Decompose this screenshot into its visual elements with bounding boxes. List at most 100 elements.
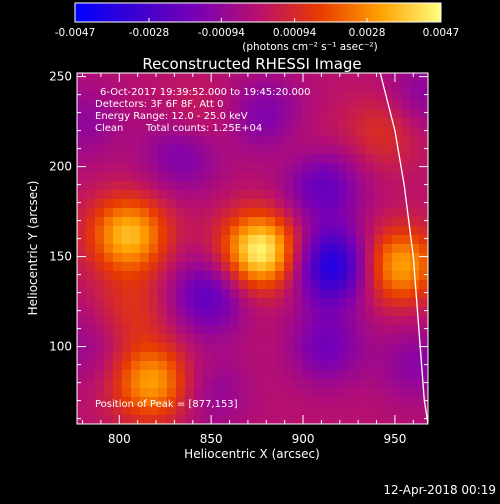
heatmap-cell [275, 190, 285, 200]
heatmap-cell [149, 172, 159, 182]
heatmap-cell [239, 109, 249, 119]
heatmap-cell [356, 370, 366, 380]
heatmap-cell [383, 415, 393, 424]
heatmap-cell [77, 100, 87, 110]
heatmap-cell [113, 388, 123, 398]
heatmap-cell [329, 127, 339, 137]
heatmap-cell [248, 136, 258, 146]
heatmap-cell [293, 163, 303, 173]
heatmap-cell [347, 136, 357, 146]
heatmap-cell [185, 145, 195, 155]
heatmap-cell [311, 361, 321, 371]
heatmap-cell [194, 154, 204, 164]
heatmap-cell [392, 100, 402, 110]
heatmap-cell [365, 244, 375, 254]
heatmap-cell [410, 406, 420, 416]
heatmap-cell [230, 127, 240, 137]
heatmap-cell [239, 127, 249, 137]
heatmap-cell [374, 235, 384, 245]
heatmap-cell [293, 172, 303, 182]
heatmap-cell [392, 271, 402, 281]
heatmap-cell [401, 289, 411, 299]
heatmap-cell [356, 352, 366, 362]
heatmap-cell [221, 199, 231, 209]
heatmap-cell [104, 145, 114, 155]
heatmap-cell [248, 361, 258, 371]
heatmap-cell [248, 325, 258, 335]
heatmap-cell [320, 379, 330, 389]
heatmap-cell [158, 253, 168, 263]
heatmap-cell [176, 181, 186, 191]
heatmap-cell [257, 253, 267, 263]
heatmap-cell [311, 217, 321, 227]
heatmap-cell [311, 271, 321, 281]
heatmap-cell [365, 172, 375, 182]
heatmap-cell [410, 370, 420, 380]
heatmap-cell [320, 73, 330, 83]
heatmap-cell [320, 199, 330, 209]
heatmap-cell [266, 109, 276, 119]
heatmap-cell [338, 370, 348, 380]
heatmap-cell [167, 127, 177, 137]
heatmap-cell [239, 289, 249, 299]
heatmap-cell [284, 334, 294, 344]
heatmap-cell [131, 73, 141, 83]
heatmap-cell [284, 82, 294, 92]
heatmap-cell [419, 325, 428, 335]
heatmap-cell [248, 127, 258, 137]
heatmap-cell [158, 190, 168, 200]
heatmap-cell [230, 325, 240, 335]
heatmap-cell [347, 100, 357, 110]
heatmap-cell [77, 298, 87, 308]
heatmap-cell [257, 379, 267, 389]
heatmap-cell [275, 343, 285, 353]
heatmap-cell [275, 118, 285, 128]
heatmap-cell [122, 145, 132, 155]
heatmap-cell [257, 172, 267, 182]
heatmap-cell [401, 298, 411, 308]
heatmap-cell [194, 298, 204, 308]
heatmap-cell [410, 226, 420, 236]
heatmap-cell [86, 208, 96, 218]
heatmap-cell [167, 361, 177, 371]
heatmap-cell [275, 262, 285, 272]
heatmap-cell [320, 361, 330, 371]
heatmap-cell [122, 127, 132, 137]
heatmap-cell [356, 397, 366, 407]
heatmap-cell [248, 163, 258, 173]
heatmap-cell [194, 172, 204, 182]
heatmap-cell [176, 361, 186, 371]
heatmap-cell [131, 289, 141, 299]
heatmap-cell [383, 109, 393, 119]
heatmap-cell [167, 280, 177, 290]
heatmap-cell [122, 199, 132, 209]
heatmap-cell [167, 325, 177, 335]
heatmap-cell [329, 235, 339, 245]
heatmap-cell [320, 307, 330, 317]
heatmap-cell [122, 352, 132, 362]
heatmap-cell [338, 235, 348, 245]
heatmap-cell [131, 235, 141, 245]
heatmap-cell [311, 307, 321, 317]
heatmap-cell [410, 343, 420, 353]
heatmap-cell [194, 244, 204, 254]
heatmap-cell [122, 280, 132, 290]
heatmap-cell [104, 100, 114, 110]
heatmap-cell [419, 73, 428, 83]
heatmap-cell [248, 334, 258, 344]
heatmap-cell [410, 235, 420, 245]
heatmap-cell [293, 127, 303, 137]
heatmap-cell [419, 370, 428, 380]
heatmap-cell [194, 199, 204, 209]
heatmap-cell [302, 406, 312, 416]
heatmap-cell [95, 199, 105, 209]
heatmap-cell [329, 163, 339, 173]
heatmap-cell [356, 280, 366, 290]
heatmap-cell [293, 73, 303, 83]
heatmap-cell [365, 325, 375, 335]
heatmap-cell [239, 406, 249, 416]
heatmap-cell [401, 352, 411, 362]
heatmap-cell [338, 379, 348, 389]
heatmap-cell [356, 388, 366, 398]
heatmap-cell [185, 325, 195, 335]
